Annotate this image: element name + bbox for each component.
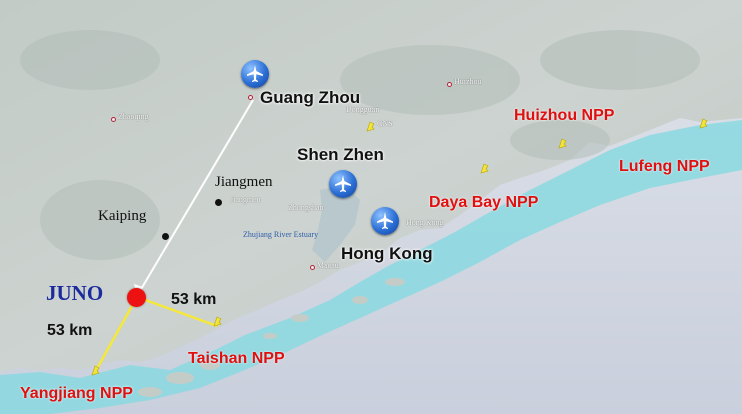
label-dayabay-npp: Daya Bay NPP [429,194,539,211]
distance-taishan: 53 km [171,291,217,308]
city-dot-guangzhou [248,95,253,100]
distance-yangjiang: 53 km [47,322,93,339]
basemap-label-dongguan: Dongguan [346,105,380,114]
terrain [20,30,700,260]
npp-pin-icon [699,118,708,129]
city-dot-kaiping [162,233,169,240]
land [0,0,742,372]
label-kaiping: Kaiping [98,208,147,224]
line-juno-yangjiang [93,296,139,373]
airplane-icon [241,60,269,88]
label-hongkong: Hong Kong [341,244,433,263]
label-juno: JUNO [46,281,104,305]
label-guangzhou: Guang Zhou [260,88,361,107]
basemap-label-zhongshan: Zhongshan [288,203,324,212]
pearl-river-estuary [312,185,360,262]
line-juno-taishan [136,295,218,328]
label-lufeng-npp: Lufeng NPP [619,158,710,175]
juno-marker[interactable] [127,288,146,307]
basemap-label-zhaoqing: Zhaoqing [118,112,149,121]
islands [138,278,405,397]
label-jiangmen: Jiangmen [215,174,273,190]
npp-pin-icon [558,138,567,149]
label-shenzhen: Shen Zhen [297,145,384,164]
npp-pin-icon [366,121,375,132]
npp-pin-icon [480,163,489,174]
label-taishan-npp: Taishan NPP [188,350,285,367]
npp-pin-icon [213,316,222,327]
coastal-water [0,120,742,414]
city-dot-zhaoqing [111,117,116,122]
city-dot-macau [310,265,315,270]
basemap-label-estuary: Zhujiang River Estuary [243,230,319,239]
npp-pin-icon [91,365,100,376]
basemap-label-jiangmen: Jiangmen [230,195,261,204]
label-huizhou-npp: Huizhou NPP [514,107,615,124]
airplane-icon [371,207,399,235]
city-dot-huizhou [447,82,452,87]
line-guangzhou-juno [136,99,254,297]
basemap-label-cns: CNS [377,119,393,128]
basemap-label-huizhou: Huizhou [454,77,482,86]
label-yangjiang-npp: Yangjiang NPP [20,385,133,402]
basemap-label-macau: Macau [317,261,339,270]
airplane-icon [329,170,357,198]
city-dot-jiangmen [215,199,222,206]
basemap-label-hongkong: Hong Kong [406,218,444,227]
